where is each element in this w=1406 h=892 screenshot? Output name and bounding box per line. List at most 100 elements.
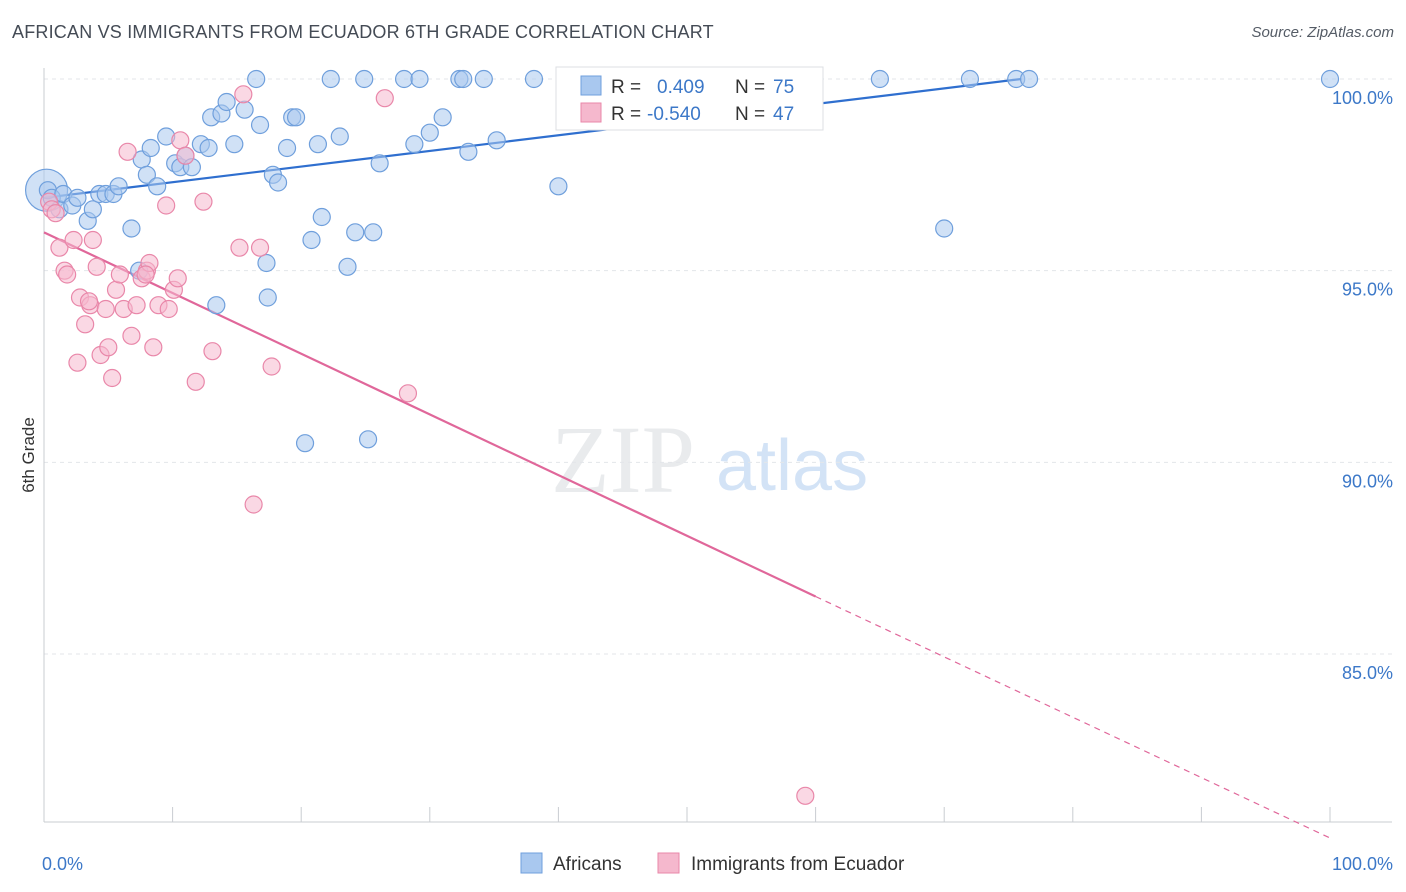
africans-point-48 [355,69,374,89]
ecuador-point-14 [96,299,115,319]
ecuador-point-41 [262,357,281,376]
y-tick-label-2: 90.0% [1342,471,1393,491]
africans-point-74 [1320,69,1340,89]
ecuador-point-42 [375,89,394,108]
africans-point-47 [346,223,365,242]
africans-point-39 [286,108,306,127]
africans-point-37 [277,138,297,158]
africans-point-15 [137,165,156,184]
africans-point-32 [250,115,270,135]
legend-africans-swatch [520,852,543,874]
africans-point-26 [207,296,226,315]
africans-point-31 [247,69,266,89]
watermark-zip: ZIP [551,406,695,513]
africans-point-41 [302,230,321,250]
ecuador-point-17 [106,280,126,299]
africans-point-69 [870,69,890,89]
stats-ecuador-r-value: -0.540 [647,104,701,125]
ecuador-point-32 [171,131,190,150]
ecuador-trend-line [43,231,817,598]
africans-point-53 [405,135,424,154]
y-tick-label-1: 95.0% [1342,280,1393,300]
africans-point-33 [257,253,276,273]
ecuador-point-3 [50,238,69,257]
ecuador-point-35 [194,192,213,211]
legend-africans-label: Africans [553,854,622,875]
stats-ecuador-swatch [580,102,602,123]
ecuador-point-39 [244,495,263,514]
ecuador-point-11 [83,230,102,250]
legend-ecuador-label: Immigrants from Ecuador [691,854,905,875]
stats-ecuador-n-value: 47 [773,104,794,125]
gridlines [44,78,1392,655]
ecuador-point-44 [796,786,815,805]
africans-point-42 [308,135,328,154]
africans-point-34 [258,288,277,307]
africans-point-70 [935,219,954,238]
watermark: ZIP atlas [551,406,868,513]
ecuador-point-37 [230,238,249,257]
africans-point-58 [454,69,473,89]
africans-point-49 [358,430,378,449]
ecuador-point-38 [234,85,253,104]
ecuador-point-28 [157,196,176,215]
africans-point-43 [312,207,331,227]
africans-point-61 [487,131,506,150]
ecuador-point-22 [127,296,146,315]
ecuador-point-15 [99,338,118,357]
legend-ecuador-swatch [657,852,680,874]
y-tick-label-3: 85.0% [1342,663,1393,683]
axes: 100.0% 95.0% 90.0% 85.0% 0.0% 100.0% [42,68,1393,874]
ecuador-point-33 [176,146,195,165]
africans-point-16 [141,138,160,158]
ecuador-point-46 [79,292,99,311]
africans-point-59 [459,142,478,161]
africans-point-54 [410,69,429,89]
africans-point-50 [364,223,383,242]
africans-point-51 [370,154,389,173]
africans-point-56 [433,108,452,127]
africans-point-40 [295,434,315,453]
ecuador-point-6 [64,230,83,250]
africans-point-62 [524,69,544,89]
y-axis-title: 6th Grade [19,417,38,493]
ecuador-point-34 [186,372,205,391]
africans-point-5 [68,188,87,207]
africans-point-17 [148,177,167,196]
stats-box: R = 0.409 N = 75 R = -0.540 N = 47 [555,66,824,131]
chart-title: AFRICAN VS IMMIGRANTS FROM ECUADOR 6TH G… [12,22,714,42]
stats-africans-r-label: R = [611,77,641,98]
x-tick-label-1: 100.0% [1332,854,1393,874]
ecuador-point-7 [68,353,87,372]
africans-point-55 [420,123,439,142]
stats-africans-r-value: 0.409 [657,77,705,98]
stats-ecuador-r-label: R = [611,104,641,125]
stats-ecuador-n-label: N = [735,104,765,125]
africans-point-45 [330,127,349,146]
africans-point-71 [960,69,980,89]
africans-point-73 [1019,69,1039,89]
africans-point-7 [83,200,102,219]
ecuador-point-12 [87,257,106,276]
ecuador-point-43 [398,384,418,403]
africans-point-30 [235,100,254,119]
y-tick-label-0: 100.0% [1332,88,1393,108]
africans-point-11 [109,177,128,196]
africans-point-46 [338,257,357,276]
stats-africans-n-value: 75 [773,77,794,98]
x-tick-label-0: 0.0% [42,854,83,874]
ecuador-point-9 [76,315,95,334]
ecuador-points [40,85,815,805]
watermark-atlas: atlas [716,426,868,506]
stats-africans-swatch [580,75,602,96]
ecuador-point-29 [159,299,178,319]
africans-trend-line [43,77,1022,199]
chart-source: Source: ZipAtlas.com [1251,24,1394,41]
stats-africans-n-label: N = [735,77,765,98]
ecuador-point-45 [136,265,155,284]
ecuador-point-2 [46,204,65,223]
ecuador-point-5 [58,265,77,284]
africans-point-52 [394,69,414,89]
legend: Africans Immigrants from Ecuador [520,852,905,875]
